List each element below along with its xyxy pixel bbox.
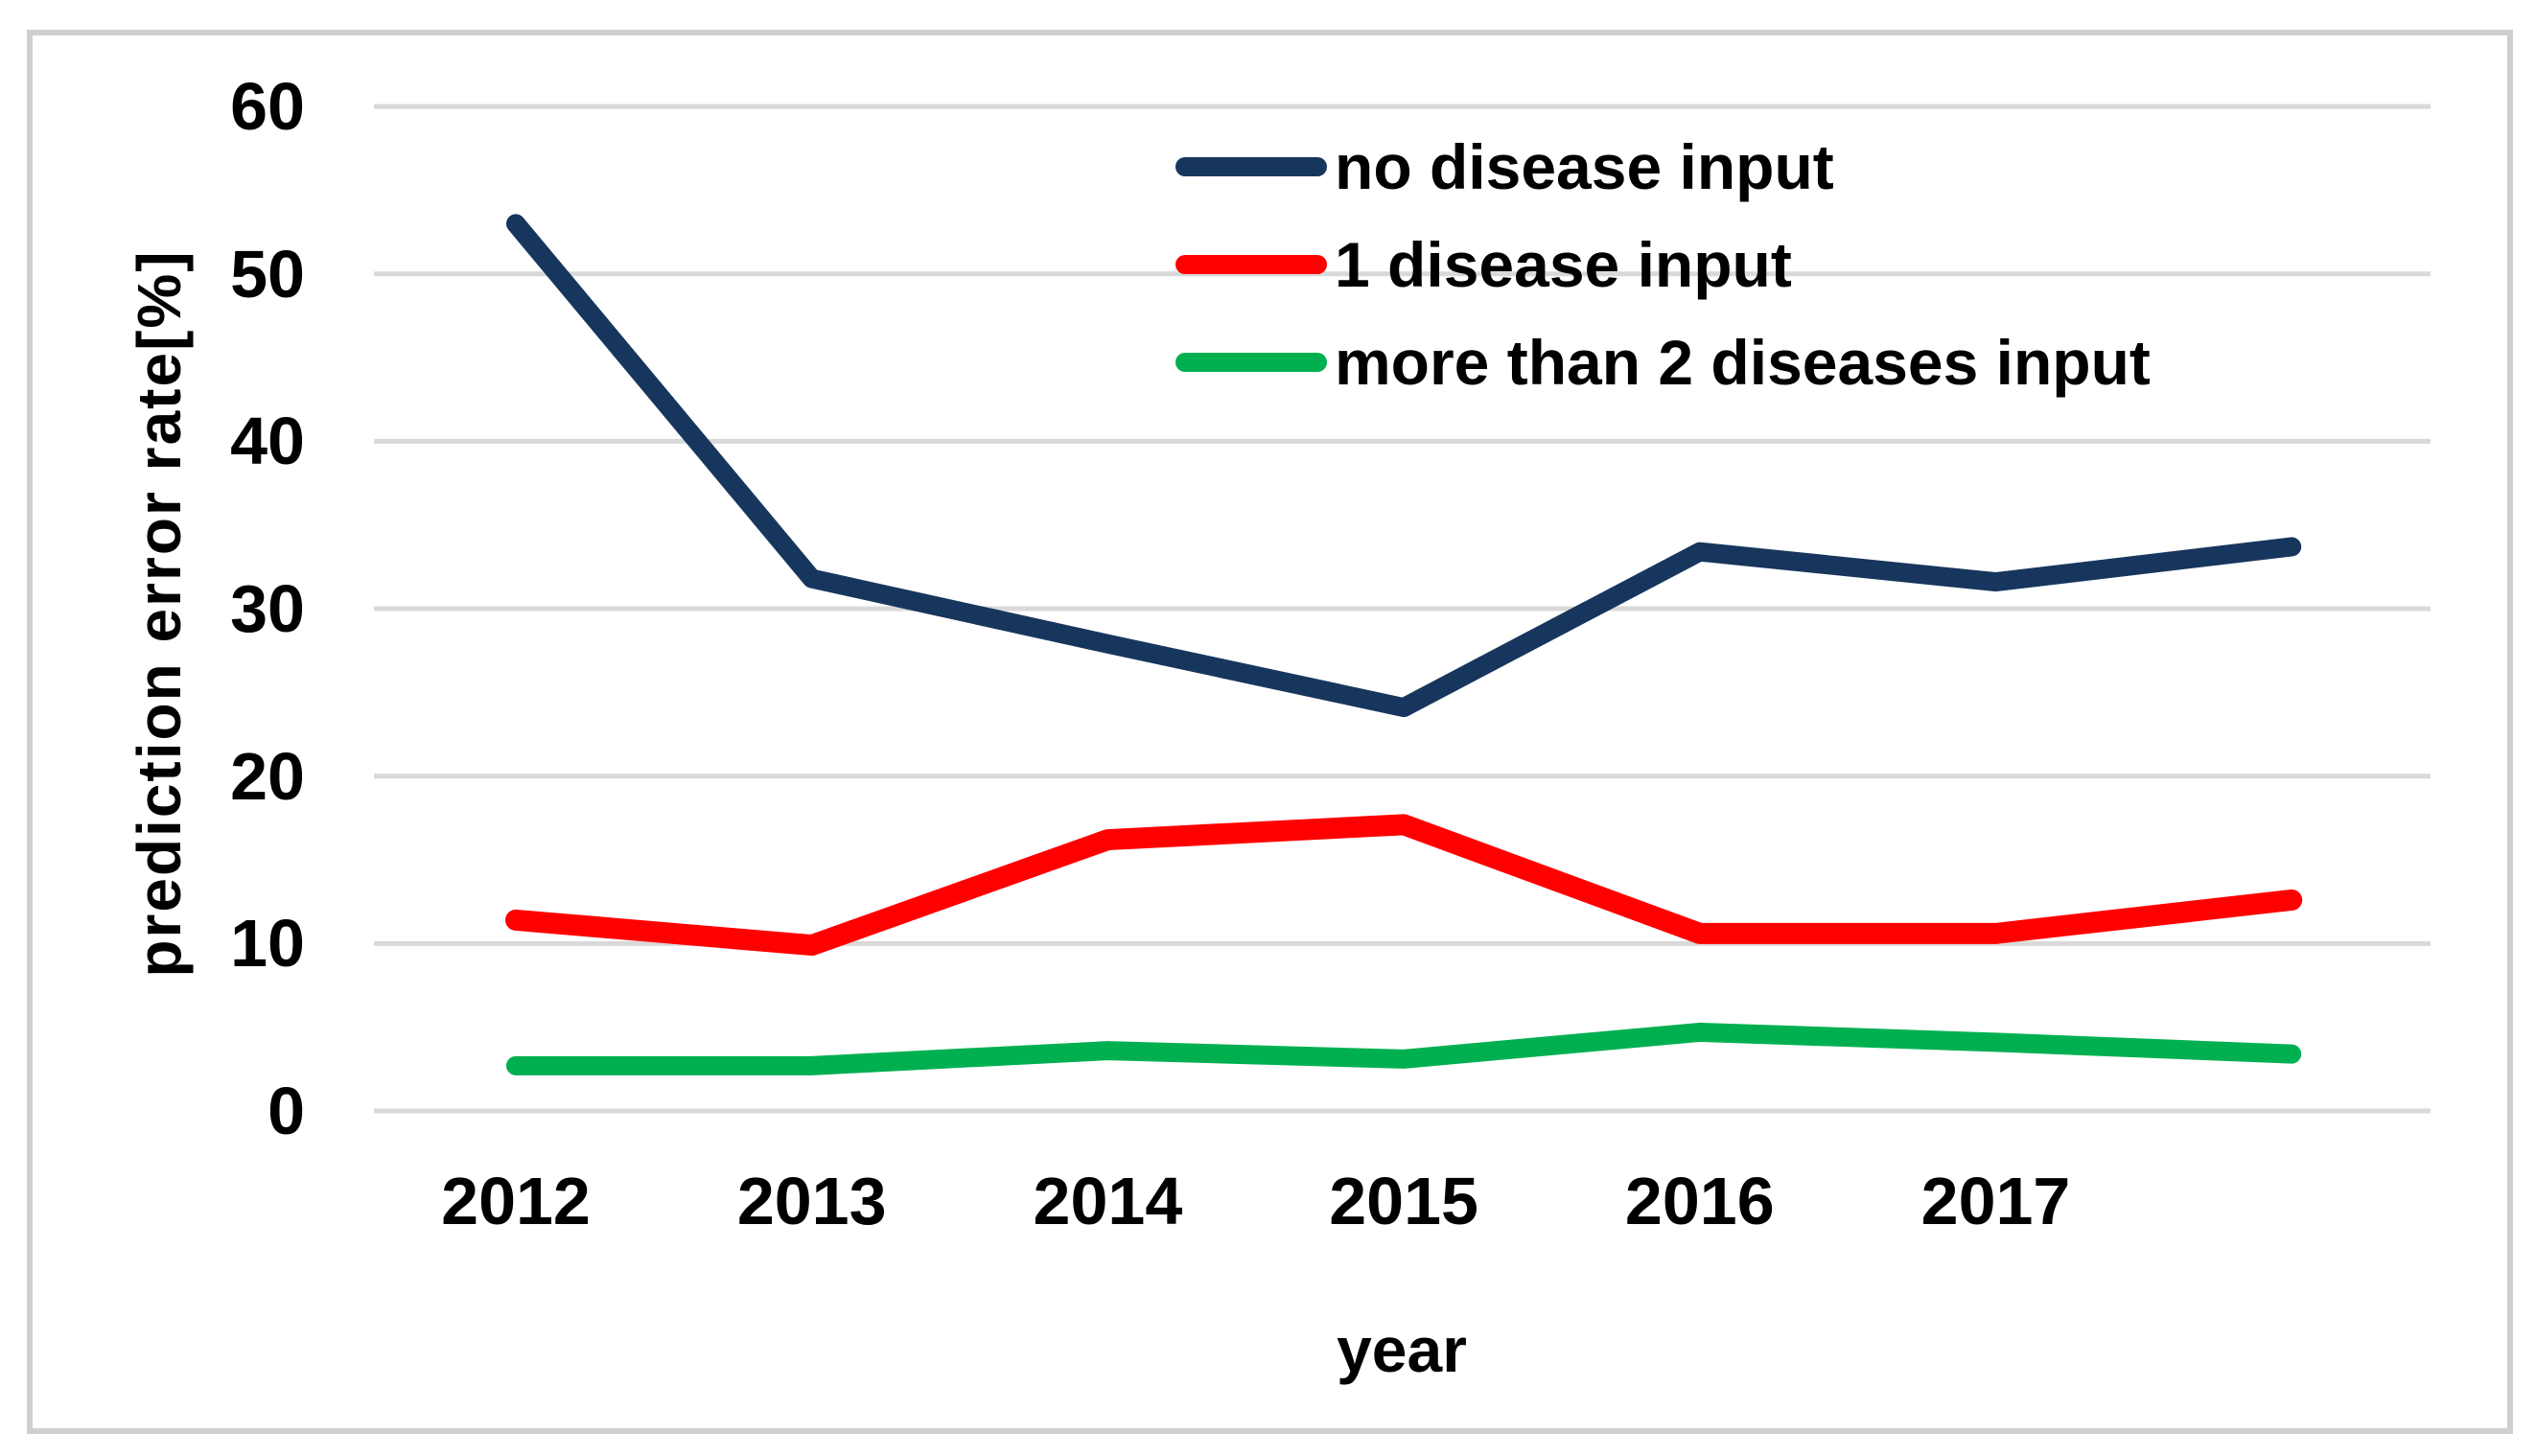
x-tick-label-2015: 2015: [1329, 1164, 1478, 1238]
x-tick-label-2016: 2016: [1624, 1164, 1775, 1238]
y-tick-label-30: 30: [230, 571, 305, 647]
legend-label: no disease input: [1335, 131, 1834, 202]
x-tick-label-2013: 2013: [736, 1164, 887, 1238]
legend-item-1: 1 disease input: [1175, 233, 1792, 296]
legend-item-0: no disease input: [1175, 135, 1834, 198]
y-tick-label-60: 60: [230, 69, 305, 145]
legend-item-2: more than 2 diseases input: [1175, 331, 2151, 394]
x-tick-label-2012: 2012: [441, 1164, 591, 1238]
legend-label: more than 2 diseases input: [1335, 327, 2151, 398]
series-line-1: [505, 814, 2303, 957]
series-line-0: [506, 214, 2302, 718]
legend-label: 1 disease input: [1335, 229, 1792, 300]
legend-line-swatch-icon: [1175, 353, 1327, 372]
y-tick-label-40: 40: [230, 404, 305, 479]
x-axis-title: year: [1337, 1314, 1467, 1385]
series-line-2: [506, 1022, 2302, 1075]
y-tick-label-0: 0: [268, 1074, 305, 1148]
x-tick-label-2014: 2014: [1033, 1164, 1183, 1238]
y-tick-label-10: 10: [230, 906, 305, 982]
y-tick-label-50: 50: [230, 236, 305, 312]
y-axis-title: prediction error rate[%]: [125, 249, 194, 978]
legend-line-swatch-icon: [1175, 157, 1327, 176]
legend-line-swatch-icon: [1175, 255, 1327, 274]
x-tick-label-2017: 2017: [1920, 1164, 2071, 1238]
y-tick-label-20: 20: [230, 738, 305, 814]
